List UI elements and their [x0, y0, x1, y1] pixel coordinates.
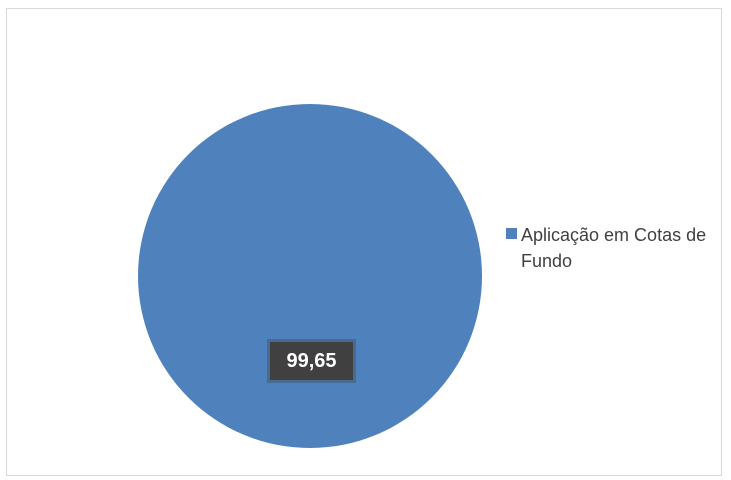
legend-label: Aplicação em Cotas de Fundo	[521, 225, 707, 271]
data-label-slice-1: 99,65	[270, 342, 353, 380]
legend-swatch	[506, 228, 517, 239]
pie-slices	[138, 104, 482, 448]
chart-legend: Aplicação em Cotas de Fundo	[506, 222, 721, 274]
pie-slice	[138, 104, 482, 448]
